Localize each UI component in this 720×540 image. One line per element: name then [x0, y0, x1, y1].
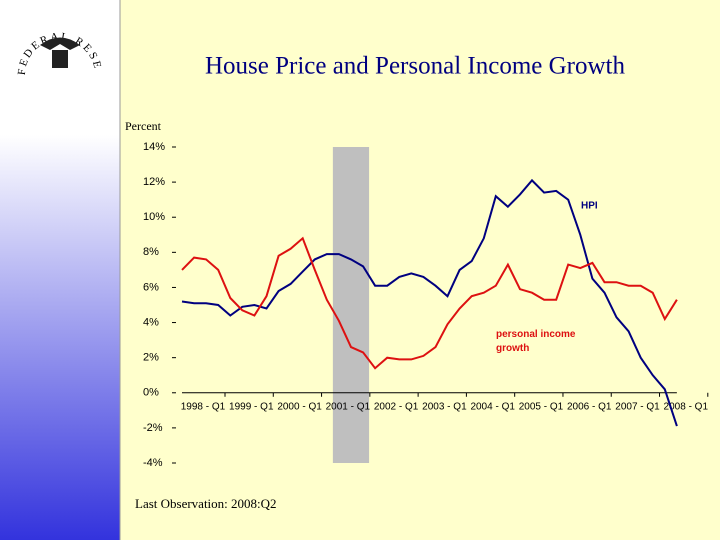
- y-tick-label: -4%: [143, 457, 163, 469]
- x-tick-label: 2000 - Q1: [277, 401, 322, 412]
- x-tick-label: 2004 - Q1: [470, 401, 515, 412]
- x-tick-label: 1999 - Q1: [229, 401, 274, 412]
- y-tick-label: 12%: [143, 176, 165, 188]
- series-label: HPI: [581, 201, 598, 212]
- eagle: [40, 37, 80, 50]
- y-tick-label: 6%: [143, 281, 159, 293]
- note: Last Observation: 2008:Q2: [135, 496, 277, 511]
- series-line: [181, 178, 678, 427]
- y-axis-label: Percent: [125, 119, 162, 133]
- x-tick-label: 2002 - Q1: [374, 401, 419, 412]
- y-tick-label: 14%: [143, 141, 165, 153]
- recession-shade: [332, 147, 370, 463]
- x-tick-label: 2005 - Q1: [519, 401, 564, 412]
- y-tick-label: 0%: [143, 387, 159, 399]
- series-label-box: personal income growth: [496, 329, 576, 354]
- series-line: [181, 236, 678, 370]
- x-tick-label: 2008 - Q1: [664, 401, 709, 412]
- shield: [52, 50, 68, 68]
- x-tick-label: 2006 - Q1: [567, 401, 612, 412]
- plot: -4% -2% 0% 2% 4% 6% 8% 10% 12% 14% 1998 - Q1 1999 -…: [143, 141, 708, 469]
- y-tick-label: 4%: [143, 316, 159, 328]
- x-tick-label: 1998 - Q1: [181, 401, 226, 412]
- x-tick-label: 2003 - Q1: [422, 401, 467, 412]
- chart-title: House Price and Personal Income Growth: [205, 53, 626, 80]
- y-tick-label: 8%: [143, 246, 159, 258]
- y-tick-label: 10%: [143, 211, 165, 223]
- side-band: [0, 0, 120, 540]
- x-tick-label: 2007 - Q1: [615, 401, 660, 412]
- x-tick-label: 2001 - Q1: [326, 401, 371, 412]
- y-tick-label: -2%: [143, 422, 163, 434]
- y-tick-label: 2%: [143, 352, 159, 364]
- series-label: personal income growth: [496, 329, 576, 354]
